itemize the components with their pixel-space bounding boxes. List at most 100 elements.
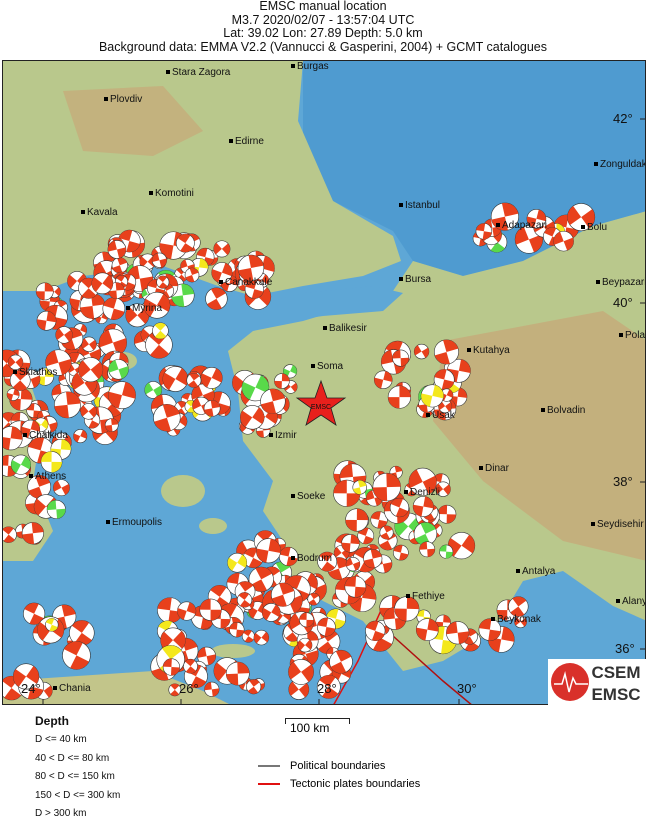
focal-mechanism-ball[interactable] [278,546,299,567]
focal-mechanism-ball[interactable] [7,354,24,370]
focal-mechanism-ball[interactable] [200,366,223,389]
seismic-map[interactable]: EMSC Stara Zagora Burgas Plovdiv Edirne Komo… [2,60,646,705]
focal-mechanism-ball[interactable] [316,674,341,699]
focal-mechanism-ball[interactable] [253,629,270,646]
focal-mechanism-ball[interactable] [420,384,444,408]
focal-mechanism-ball[interactable] [229,622,245,638]
focal-mechanism-ball[interactable] [352,480,367,495]
focal-mechanism-ball[interactable] [363,549,383,569]
focal-mechanism-ball[interactable] [36,310,57,331]
focal-mechanism-ball[interactable] [241,373,270,402]
focal-mechanism-ball[interactable] [23,602,46,625]
focal-mechanism-ball[interactable] [40,451,63,473]
focal-mechanism-ball[interactable] [225,661,250,686]
focal-mechanism-ball[interactable] [439,544,454,559]
focal-mechanism-ball[interactable] [104,418,119,432]
focal-mechanism-ball[interactable] [53,479,70,497]
focal-mechanism-ball[interactable] [111,257,128,274]
focal-mechanism-ball[interactable] [183,658,198,674]
focal-mechanism-ball[interactable] [307,592,321,606]
focal-mechanism-ball[interactable] [415,618,439,642]
focal-mechanism-ball[interactable] [168,683,182,697]
focal-mechanism-ball[interactable] [274,373,290,389]
focal-mechanism-ball[interactable] [297,637,313,653]
focal-mechanism-ball[interactable] [317,551,338,572]
focal-mechanism-ball[interactable] [177,601,197,621]
focal-mechanism-ball[interactable] [227,552,248,573]
focal-mechanism-ball[interactable] [260,388,286,414]
focal-mechanism-ball[interactable] [317,617,336,637]
focal-mechanism-ball[interactable] [446,621,470,645]
focal-mechanism-ball[interactable] [3,526,17,543]
focal-mechanism-ball[interactable] [237,254,265,282]
focal-mechanism-ball[interactable] [197,646,217,666]
focal-mechanism-ball[interactable] [62,641,91,670]
focal-mechanism-ball[interactable] [255,538,281,564]
focal-mechanism-ball[interactable] [45,618,59,632]
focal-mechanism-ball[interactable] [199,598,222,621]
focal-mechanism-ball[interactable] [389,497,410,518]
focal-mechanism-ball[interactable] [373,370,393,390]
focal-mechanism-ball[interactable] [437,504,457,524]
focal-mechanism-ball[interactable] [241,629,255,643]
focal-mechanism-ball[interactable] [526,209,547,229]
focal-mechanism-ball[interactable] [91,272,114,295]
focal-mechanism-ball[interactable] [419,541,436,558]
focal-mechanism-ball[interactable] [26,403,42,419]
focal-mechanism-ball[interactable] [475,223,493,240]
focal-mechanism-ball[interactable] [156,275,170,289]
focal-mechanism-ball[interactable] [175,233,195,253]
focal-mechanism-ball[interactable] [288,658,314,685]
focal-mechanism-ball[interactable] [211,262,233,284]
focal-mechanism-ball[interactable] [412,496,434,518]
focal-mechanism-ball[interactable] [27,474,52,499]
focal-mechanism-ball[interactable] [45,349,72,376]
focal-mechanism-ball[interactable] [205,287,228,310]
focal-mechanism-ball[interactable] [184,267,200,283]
focal-mechanism-ball[interactable] [242,547,264,569]
focal-mechanism-ball[interactable] [21,522,44,545]
epicenter-star-icon[interactable] [295,379,347,426]
focal-mechanism-ball[interactable] [248,566,274,592]
focal-mechanism-ball[interactable] [46,499,66,519]
focal-mechanism-ball[interactable] [13,663,40,690]
focal-mechanism-ball[interactable] [240,405,265,430]
focal-mechanism-ball[interactable] [54,391,81,419]
focal-mechanism-ball[interactable] [413,343,430,360]
focal-mechanism-ball[interactable] [213,240,231,258]
focal-mechanism-ball[interactable] [329,649,353,674]
focal-mechanism-ball[interactable] [81,336,97,352]
focal-mechanism-ball[interactable] [372,472,401,502]
focal-mechanism-ball[interactable] [69,620,95,646]
focal-mechanism-ball[interactable] [435,481,451,497]
focal-mechanism-ball[interactable] [327,557,351,581]
focal-mechanism-ball[interactable] [10,454,31,475]
focal-mechanism-ball[interactable] [433,369,455,390]
focal-mechanism-ball[interactable] [370,511,388,529]
focal-mechanism-ball[interactable] [78,357,104,383]
focal-mechanism-ball[interactable] [379,525,394,540]
focal-mechanism-ball[interactable] [162,658,181,676]
focal-mechanism-ball[interactable] [6,388,20,401]
focal-mechanism-ball[interactable] [261,603,281,622]
focal-mechanism-ball[interactable] [365,620,386,642]
focal-mechanism-ball[interactable] [186,372,202,388]
focal-mechanism-ball[interactable] [567,203,596,232]
focal-mechanism-ball[interactable] [508,596,529,617]
focal-mechanism-ball[interactable] [143,291,171,319]
focal-mechanism-ball[interactable] [392,544,409,561]
focal-mechanism-ball[interactable] [553,230,574,252]
focal-mechanism-ball[interactable] [108,381,136,410]
focal-mechanism-ball[interactable] [270,582,296,607]
focal-mechanism-ball[interactable] [152,322,169,340]
focal-mechanism-ball[interactable] [73,429,88,444]
focal-mechanism-ball[interactable] [151,252,168,268]
focal-mechanism-ball[interactable] [204,681,220,697]
focal-mechanism-ball[interactable] [341,534,360,553]
focal-mechanism-ball[interactable] [107,240,127,259]
focal-mechanism-ball[interactable] [408,467,437,496]
focal-mechanism-ball[interactable] [345,557,361,572]
focal-mechanism-ball[interactable] [162,366,189,392]
focal-mechanism-ball[interactable] [102,297,126,320]
focal-mechanism-ball[interactable] [357,527,375,545]
